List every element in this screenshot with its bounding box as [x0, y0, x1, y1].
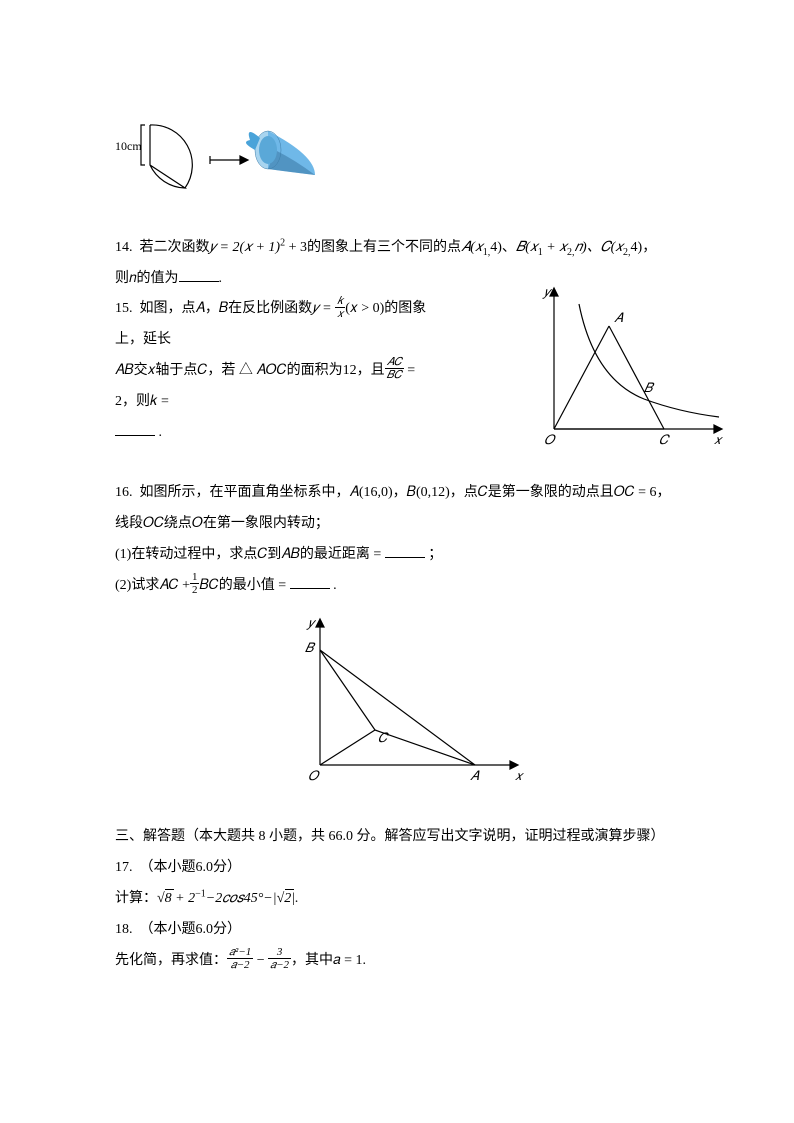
cone-icon [246, 131, 315, 175]
svg-text:𝐴: 𝐴 [614, 310, 624, 325]
svg-text:𝐴: 𝐴 [470, 768, 480, 783]
q14-blank [179, 267, 219, 282]
section3-title: 三、解答题（本大题共 8 小题，共 66.0 分。解答应写出文字说明，证明过程或… [115, 822, 684, 853]
svg-text:𝐵: 𝐵 [305, 640, 316, 655]
q15: 15. 如图，点𝐴，𝐵在反比例函数𝑦 = 𝑘𝑥(𝑥 > 0)的图象上，延长 𝐴𝐵… [115, 294, 684, 448]
q16-blank1 [385, 543, 425, 558]
q15-figure: 𝑦 𝑥 𝐴 𝐵 𝐶 𝑂 [524, 284, 724, 467]
q16-figure: 𝑦 𝑥 𝐵 𝐴 𝐶 𝑂 [115, 610, 684, 803]
svg-text:𝑥: 𝑥 [515, 768, 525, 783]
q16: 16. 如图所示，在平面直角坐标系中，𝐴(16,0)，𝐵(0,12)，点𝐶是第一… [115, 478, 684, 601]
q13-label: 10cm [115, 139, 142, 153]
svg-text:𝑥: 𝑥 [714, 432, 724, 447]
q16-blank2 [290, 574, 330, 589]
svg-text:𝑦: 𝑦 [542, 284, 553, 299]
svg-text:𝑦: 𝑦 [306, 615, 317, 630]
svg-text:𝐵: 𝐵 [644, 380, 655, 395]
svg-text:𝑂: 𝑂 [544, 432, 556, 447]
svg-text:𝑂: 𝑂 [308, 768, 320, 783]
q13-figure: 10cm [115, 110, 684, 223]
q18: 18. （本小题6.0分） 先化简，再求值：𝑎²−1𝑎−2 − 3𝑎−2，其中𝑎… [115, 915, 684, 977]
svg-text:𝐶: 𝐶 [659, 432, 671, 447]
svg-text:𝐶: 𝐶 [378, 730, 390, 745]
q17: 17. （本小题6.0分） 计算：√8 + 2−1−2𝑐𝑜𝑠45°−|√2|. [115, 853, 684, 915]
q15-blank [115, 421, 155, 436]
